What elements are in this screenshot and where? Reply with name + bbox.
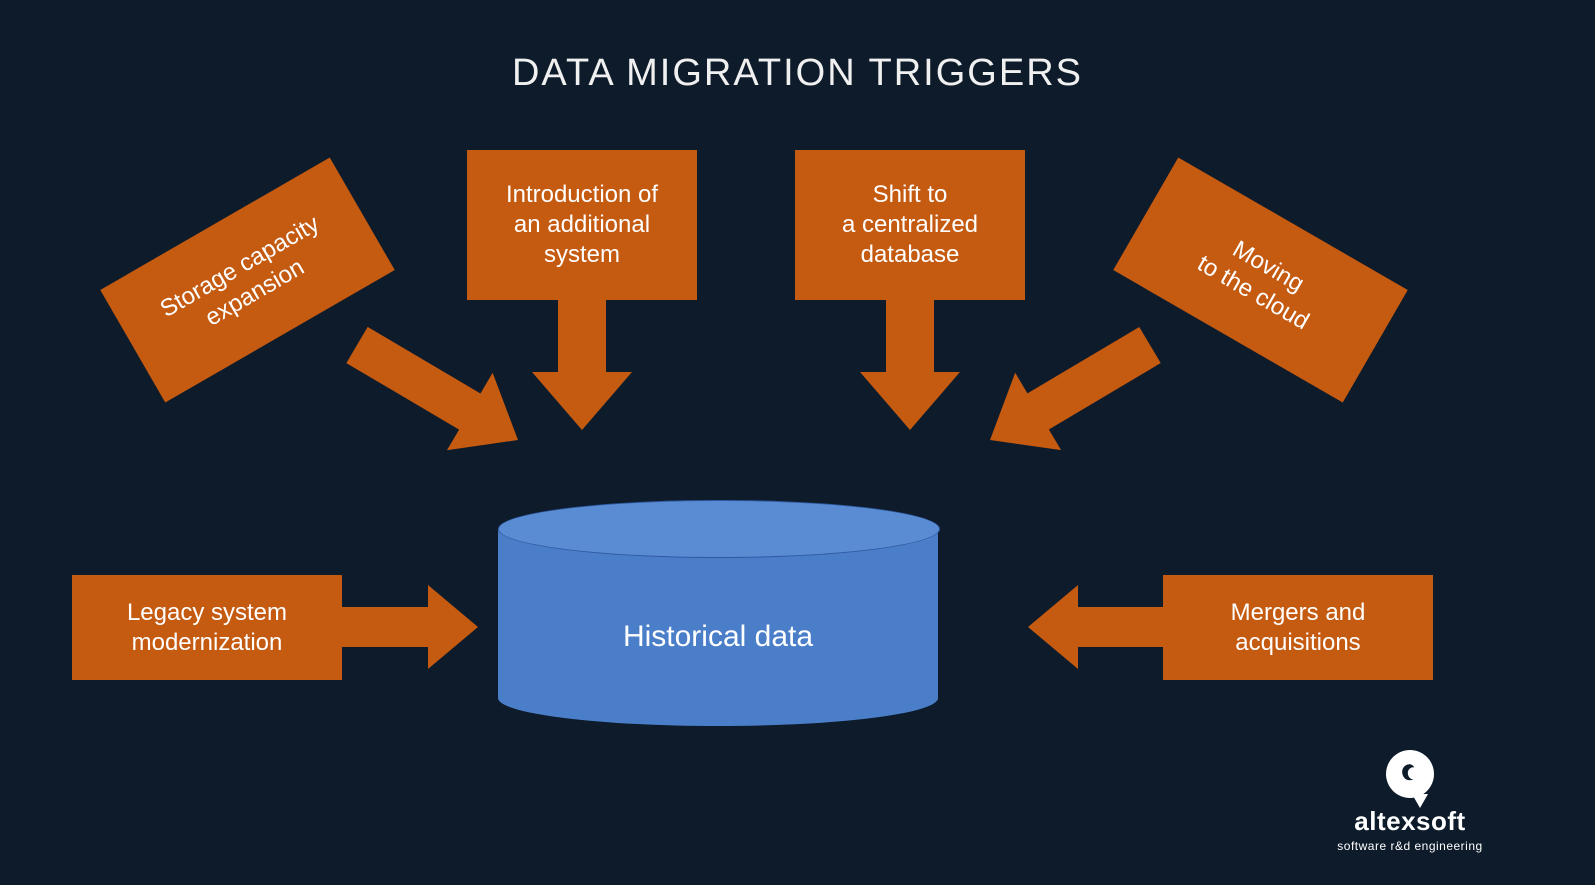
trigger-centralized-db: Shift toa centralizeddatabase (795, 150, 1025, 300)
logo-tagline-text: software r&d engineering (1300, 839, 1520, 853)
altexsoft-logo-icon (1386, 750, 1434, 798)
logo-bubble-tail-icon (1412, 794, 1428, 808)
trigger-mergers-label: Mergers andacquisitions (1231, 598, 1366, 658)
logo-brand-text: altexsoft (1300, 806, 1520, 837)
trigger-shift-label: Shift toa centralizeddatabase (842, 180, 978, 270)
logo-swirl-icon (1397, 761, 1423, 787)
trigger-mergers-acquisitions: Mergers andacquisitions (1163, 575, 1433, 680)
trigger-cloud-label: Movingto the cloud (1192, 223, 1329, 337)
altexsoft-logo: altexsoft software r&d engineering (1300, 750, 1520, 853)
trigger-legacy-label: Legacy systemmodernization (127, 598, 287, 658)
trigger-additional-system: Introduction ofan additionalsystem (467, 150, 697, 300)
trigger-intro-label: Introduction ofan additionalsystem (506, 180, 658, 270)
diagram-stage: DATA MIGRATION TRIGGERS Historical data … (0, 0, 1595, 885)
trigger-legacy-modernization: Legacy systemmodernization (72, 575, 342, 680)
